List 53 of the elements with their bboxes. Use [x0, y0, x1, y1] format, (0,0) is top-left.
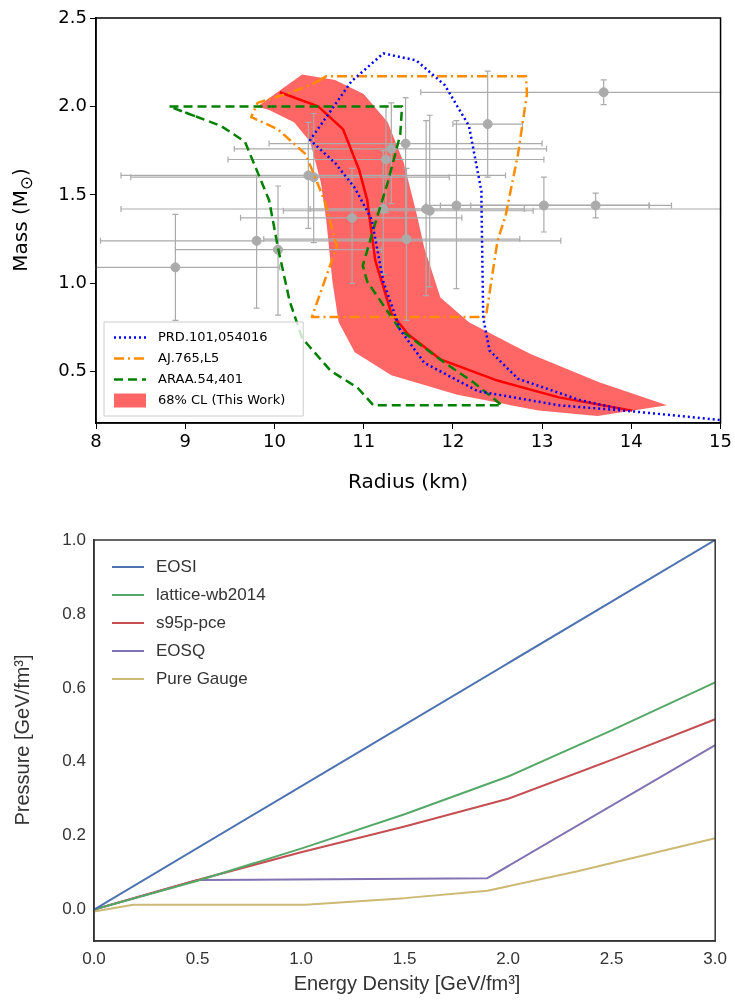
line-series	[308, 52, 721, 422]
x-tick-label: 1.0	[289, 948, 313, 968]
y-tick-label: 1.5	[58, 182, 87, 204]
x-tick-label: 2.5	[599, 948, 624, 968]
legend-label: 68% CL (This Work)	[158, 391, 286, 407]
line-series	[250, 75, 529, 319]
legend-label: AJ.765,L5	[158, 349, 220, 365]
point	[378, 204, 389, 214]
x-tick-label: 2.0	[496, 948, 520, 968]
x-tick-label: 0.5	[185, 948, 210, 968]
point	[401, 234, 412, 245]
point	[482, 119, 493, 130]
legend-label: Pure Gauge	[156, 668, 248, 688]
x-axis-title: Energy Density [GeV/fm³]	[293, 971, 521, 995]
y-tick-label: 1.0	[62, 529, 86, 549]
x-tick-label: 14	[619, 430, 643, 452]
y-tick-label: 2.0	[58, 94, 87, 116]
x-tick-label: 15	[709, 430, 732, 452]
y-tick-label: 0.2	[62, 825, 86, 845]
x-tick-label: 10	[262, 430, 286, 452]
legend-label: PRD.101,054016	[158, 328, 268, 344]
x-tick-label: 13	[530, 430, 554, 452]
x-tick-label: 9	[179, 430, 191, 452]
x-tick-label: 11	[352, 430, 376, 452]
x-axis-title: Radius (km)	[347, 469, 469, 493]
y-tick-label: 1.0	[58, 270, 87, 292]
y-axis-title: Pressure [GeV/fm³]	[10, 654, 34, 826]
point	[251, 235, 262, 246]
point	[386, 143, 397, 154]
y-tick-label: 2.5	[58, 5, 87, 27]
point	[400, 138, 411, 149]
point	[590, 200, 601, 211]
y-tick-label: 0.8	[62, 603, 86, 623]
x-tick-label: 1.5	[392, 948, 417, 968]
legend-label: ARAA.54,401	[158, 370, 243, 386]
point	[451, 200, 462, 211]
x-tick-label: 3.0	[703, 948, 727, 968]
point	[347, 212, 358, 223]
x-tick-label: 8	[90, 430, 102, 452]
x-tick-label: 12	[441, 430, 465, 452]
legend-label: lattice-wb2014	[156, 584, 266, 604]
point	[380, 154, 391, 165]
y-tick-label: 0.5	[58, 359, 87, 381]
point	[170, 262, 181, 273]
y-tick-label: 0.4	[62, 751, 86, 771]
legend-label: EOSQ	[156, 640, 206, 660]
point	[538, 200, 549, 211]
legend-label: s95p-pce	[156, 612, 226, 632]
x-tick-label: 0.0	[82, 948, 106, 968]
point	[598, 87, 609, 98]
y-tick-label: 0.0	[62, 899, 86, 919]
legend-label: EOSI	[156, 556, 197, 576]
y-tick-label: 0.6	[62, 677, 86, 697]
